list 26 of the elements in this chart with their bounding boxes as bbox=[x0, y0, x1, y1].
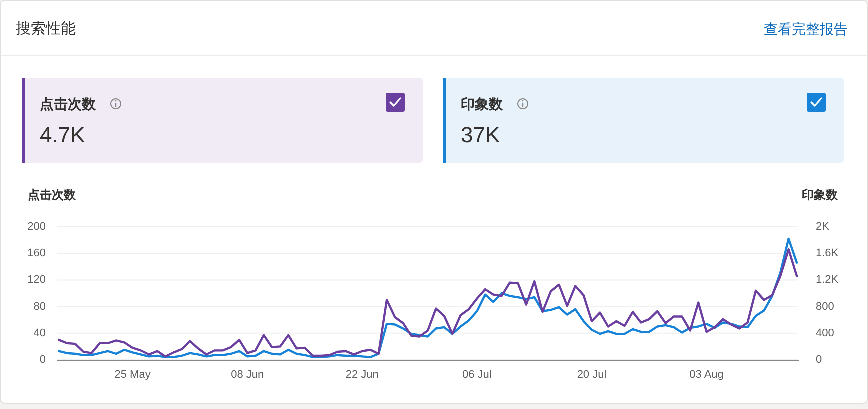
y-tick-label: 40 bbox=[34, 327, 46, 340]
x-tick-label: 08 Jun bbox=[231, 369, 264, 381]
y-tick-label: 120 bbox=[28, 274, 46, 286]
y-axis-title: 点击次数 bbox=[28, 188, 77, 202]
text: 点击次数 bbox=[40, 96, 97, 112]
x-tick-label: 03 Aug bbox=[690, 369, 724, 381]
y2-tick-label: 1.6K bbox=[816, 248, 840, 260]
y-tick-label: 0 bbox=[40, 354, 46, 366]
x-tick-label: 25 May bbox=[114, 369, 152, 381]
text: 印象数 bbox=[461, 96, 504, 112]
y-tick-label: 200 bbox=[28, 221, 46, 233]
y2-axis-title: 印象数 bbox=[802, 188, 839, 202]
text: 4.7K bbox=[40, 122, 86, 148]
y-tick-label: 80 bbox=[34, 300, 46, 313]
y2-tick-label: 400 bbox=[816, 327, 834, 340]
y-tick-label: 160 bbox=[28, 248, 46, 260]
x-tick-label: 20 Jul bbox=[577, 369, 607, 381]
text: 37K bbox=[461, 122, 500, 148]
x-tick-label: 22 Jun bbox=[346, 369, 379, 381]
y2-tick-label: 2K bbox=[816, 221, 830, 233]
text: 查看完整报告 bbox=[764, 21, 848, 37]
x-tick-label: 06 Jul bbox=[462, 369, 492, 381]
y2-tick-label: 0 bbox=[816, 354, 822, 366]
y2-tick-label: 800 bbox=[816, 300, 834, 313]
text: 搜索性能 bbox=[16, 20, 76, 38]
y2-tick-label: 1.2K bbox=[816, 274, 840, 286]
